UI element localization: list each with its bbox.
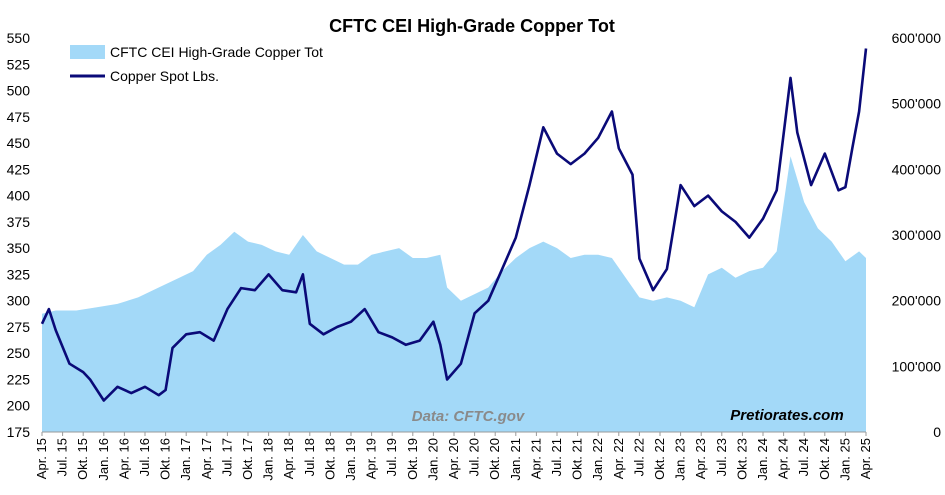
- left-axis-tick-label: 475: [7, 109, 31, 125]
- x-axis-tick-label: Apr. 25: [858, 438, 873, 479]
- brand-annotation: Pretiorates.com: [730, 407, 843, 424]
- x-axis-tick-label: Jul. 23: [714, 438, 729, 476]
- right-axis-tick-label: 0: [933, 424, 941, 440]
- left-axis-tick-label: 275: [7, 319, 31, 335]
- x-axis-tick-label: Jul. 22: [631, 438, 646, 476]
- left-axis-tick-label: 425: [7, 161, 31, 177]
- x-axis-tick-label: Apr. 24: [776, 438, 791, 479]
- legend-label-area: CFTC CEI High-Grade Copper Tot: [110, 44, 323, 60]
- left-axis-tick-label: 450: [7, 135, 31, 151]
- x-axis-tick-label: Jan. 17: [178, 438, 193, 481]
- x-axis-tick-label: Jul. 19: [384, 438, 399, 476]
- legend: CFTC CEI High-Grade Copper Tot Copper Sp…: [70, 44, 323, 84]
- left-axis-tick-label: 300: [7, 293, 31, 309]
- left-axis-ticks: 175 200 225 250 275 300 325 350 375 400 425 450 475 5…: [7, 30, 31, 440]
- x-axis-ticks: Apr. 15 Jul. 15 Okt. 15 Jan. 16 Apr. 16 Jul. …: [34, 431, 873, 481]
- x-axis-tick-label: Okt. 16: [158, 438, 173, 480]
- right-axis-tick-label: 600'000: [892, 30, 942, 46]
- x-axis-tick-label: Okt. 19: [405, 438, 420, 480]
- x-axis-tick-label: Jul. 16: [137, 438, 152, 476]
- x-axis-tick-label: Jan. 19: [343, 438, 358, 481]
- area-series-cftc-high-grade-copper: [42, 156, 866, 432]
- x-axis-tick-label: Apr. 17: [199, 438, 214, 479]
- left-axis-tick-label: 550: [7, 30, 31, 46]
- chart-title: CFTC CEI High-Grade Copper Tot: [329, 16, 615, 36]
- x-axis-tick-label: Apr. 15: [34, 438, 49, 479]
- x-axis-tick-label: Apr. 18: [281, 438, 296, 479]
- left-axis-tick-label: 400: [7, 188, 31, 204]
- left-axis-tick-label: 250: [7, 345, 31, 361]
- x-axis-tick-label: Jan. 16: [96, 438, 111, 481]
- left-axis-tick-label: 525: [7, 56, 31, 72]
- x-axis-tick-label: Apr. 19: [364, 438, 379, 479]
- x-axis-tick-label: Apr. 23: [693, 438, 708, 479]
- x-axis-tick-label: Okt. 15: [75, 438, 90, 480]
- x-axis-tick-label: Apr. 22: [611, 438, 626, 479]
- line-series-layer: [40, 48, 868, 402]
- x-axis-tick-label: Okt. 23: [734, 438, 749, 480]
- x-axis-tick-label: Jan. 18: [261, 438, 276, 481]
- right-axis-tick-label: 400'000: [892, 161, 942, 177]
- x-axis-tick-label: Jul. 18: [302, 438, 317, 476]
- x-axis-tick-label: Okt. 18: [322, 438, 337, 480]
- x-axis-tick-label: Jan. 22: [590, 438, 605, 481]
- x-axis-tick-label: Okt. 22: [652, 438, 667, 480]
- area-series-layer: [42, 156, 866, 432]
- left-axis-tick-label: 175: [7, 424, 31, 440]
- left-axis-tick-label: 200: [7, 398, 31, 414]
- x-axis-tick-label: Okt. 24: [817, 438, 832, 480]
- legend-swatch-area: [70, 45, 105, 59]
- x-axis-tick-label: Jul. 24: [796, 438, 811, 476]
- right-axis-tick-label: 500'000: [892, 96, 942, 112]
- left-axis-tick-label: 500: [7, 83, 31, 99]
- x-axis-tick-label: Jan. 21: [508, 438, 523, 481]
- x-axis-tick-label: Okt. 17: [240, 438, 255, 480]
- legend-label-line: Copper Spot Lbs.: [110, 68, 219, 84]
- right-axis-tick-label: 100'000: [892, 358, 942, 374]
- source-annotation: Data: CFTC.gov: [412, 408, 526, 425]
- x-axis-tick-label: Apr. 21: [528, 438, 543, 479]
- x-axis-tick-label: Jul. 20: [467, 438, 482, 476]
- x-axis-tick-label: Jan. 20: [425, 438, 440, 481]
- right-axis-tick-label: 200'000: [892, 293, 942, 309]
- x-axis-tick-label: Jan. 25: [837, 438, 852, 481]
- x-axis-tick-label: Jul. 15: [55, 438, 70, 476]
- right-axis-tick-label: 300'000: [892, 227, 942, 243]
- left-axis-tick-label: 325: [7, 266, 31, 282]
- left-axis-tick-label: 225: [7, 372, 31, 388]
- right-axis-ticks: 0 100'000 200'000 300'000 400'000 500'000 600'…: [892, 30, 942, 440]
- x-axis-tick-label: Jan. 24: [755, 438, 770, 481]
- x-axis-tick-label: Okt. 20: [487, 438, 502, 480]
- line-series-copper-spot: [40, 48, 868, 402]
- x-axis-tick-label: Jul. 21: [549, 438, 564, 476]
- left-axis-tick-label: 375: [7, 214, 31, 230]
- x-axis-tick-label: Jan. 23: [673, 438, 688, 481]
- x-axis-tick-label: Jul. 17: [219, 438, 234, 476]
- x-axis-tick-label: Okt. 21: [570, 438, 585, 480]
- left-axis-tick-label: 350: [7, 240, 31, 256]
- x-axis-tick-label: Apr. 16: [116, 438, 131, 479]
- x-axis-tick-label: Apr. 20: [446, 438, 461, 479]
